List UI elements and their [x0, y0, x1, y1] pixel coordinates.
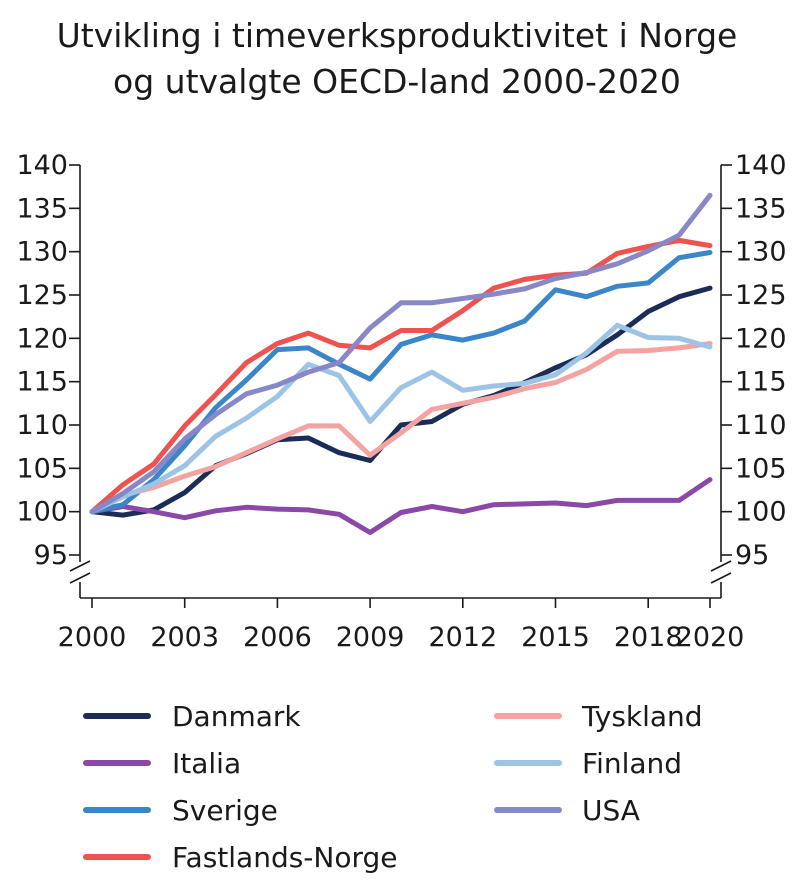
left-y-tick-label: 140 — [16, 150, 68, 181]
series-line-danmark — [89, 285, 713, 518]
legend-item: Tyskland — [494, 700, 703, 733]
left-y-tick-label: 100 — [16, 497, 68, 528]
series-layer — [89, 192, 713, 535]
left-y-tick-label: 105 — [16, 453, 68, 484]
legend-label: USA — [582, 794, 640, 827]
left-y-tick-label: 125 — [16, 280, 68, 311]
series-line-usa — [89, 192, 713, 515]
right-y-tick-label: 120 — [735, 323, 787, 354]
x-tick-label: 2003 — [150, 622, 219, 653]
legend-item: Italia — [83, 747, 241, 780]
legend-item: Sverige — [83, 794, 278, 827]
left-axis-break-mark — [69, 572, 91, 584]
left-y-tick-label: 115 — [16, 367, 68, 398]
right-y-tick-label: 100 — [735, 497, 787, 528]
right-y-tick-label: 135 — [735, 193, 787, 224]
series-line-italia — [89, 477, 713, 535]
legend-label: Finland — [582, 747, 682, 780]
x-tick-label: 2018 — [614, 622, 683, 653]
legend-label: Danmark — [172, 700, 301, 733]
series-line-sverige — [89, 250, 713, 515]
left-axis-break-mark — [69, 560, 91, 572]
legend-item: USA — [494, 794, 640, 827]
x-tick-label: 2012 — [428, 622, 497, 653]
legend-item: Danmark — [83, 700, 301, 733]
legend: Danmark Italia Sverige Fastlands-Norge Tyskl… — [83, 700, 703, 874]
chart-title-line-2: og utvalgte OECD-land 2000-2020 — [113, 62, 681, 101]
axes: 95 100 105 110 115 120 125 130 135 140 95 100 105 110… — [16, 150, 786, 653]
legend-item: Finland — [494, 747, 682, 780]
left-y-tick-label: 130 — [16, 237, 68, 268]
series-line-finland — [89, 322, 713, 515]
left-y-tick-label: 95 — [34, 540, 68, 571]
right-y-tick-label: 115 — [735, 367, 787, 398]
left-y-tick-label: 110 — [16, 410, 68, 441]
right-y-tick-label: 140 — [735, 150, 787, 181]
legend-label: Fastlands-Norge — [172, 841, 398, 874]
legend-label: Sverige — [172, 794, 278, 827]
x-tick-label: 2000 — [58, 622, 127, 653]
series-line-tyskland — [89, 341, 713, 515]
left-y-tick-label: 135 — [16, 193, 68, 224]
chart-title-line-1: Utvikling i timeverksproduktivitet i Nor… — [57, 16, 738, 55]
right-y-tick-label: 125 — [735, 280, 787, 311]
x-tick-label: 2020 — [676, 622, 745, 653]
right-y-tick-label: 110 — [735, 410, 787, 441]
legend-label: Tyskland — [581, 700, 703, 733]
series-line-fastlands-norge — [89, 237, 713, 515]
legend-label: Italia — [172, 747, 241, 780]
x-tick-label: 2006 — [243, 622, 312, 653]
right-y-tick-label: 105 — [735, 453, 787, 484]
right-axis-break-mark — [710, 560, 732, 572]
x-tick-label: 2015 — [521, 622, 590, 653]
right-y-tick-label: 95 — [735, 540, 769, 571]
right-y-tick-label: 130 — [735, 237, 787, 268]
right-axis-break-mark — [710, 572, 732, 584]
x-tick-label: 2009 — [336, 622, 405, 653]
left-y-tick-label: 120 — [16, 323, 68, 354]
legend-item: Fastlands-Norge — [83, 841, 398, 874]
